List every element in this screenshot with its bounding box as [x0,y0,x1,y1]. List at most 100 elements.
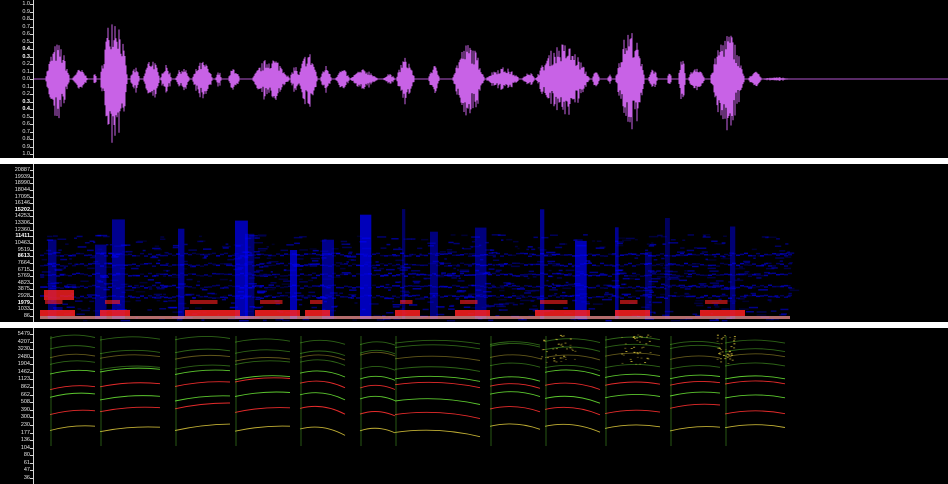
frequency-axis-label: 4823 [17,279,30,286]
harmonic-tracks [49,334,786,446]
frequency-axis-label: 1033 [17,306,30,313]
pitch-axis-label: 80 [23,452,30,459]
frequency-axis-tick [30,236,33,238]
amplitude-axis-label: 0.8 [22,16,30,22]
spectrogram-panel[interactable]: 20887 19939 18990 18044 17095 16146 15202 14253… [0,164,948,322]
frequency-axis-label: 13306 [14,220,30,227]
frequency-axis-tick [30,262,33,264]
pitch-axis-label: 508 [20,399,30,406]
amplitude-axis-label: 0.9 [22,8,30,15]
amplitude-axis-label: 0.7 [22,128,30,135]
frequency-axis-label: 9519 [17,246,30,253]
spectrogram-plot [40,209,800,322]
frequency-axis-label: 18044 [14,186,30,193]
pitch-axis-tick [30,387,33,389]
amplitude-axis-label: 0.3 [22,53,30,60]
amplitude-axis-label: 0.2 [22,91,30,97]
frequency-axis-tick [30,189,33,191]
frequency-axis-label: 14253 [14,213,30,220]
frequency-axis-label: 20887 [14,167,30,173]
waveform-panel[interactable]: 1.0 0.9 0.8 0.7 0.6 0.5 0.4 0.3 0.2 0.1 0.0 0.1 0.2 0… [0,0,948,158]
pitch-axis-label: 300 [20,414,30,421]
amplitude-axis-label: 0.8 [22,136,30,142]
frequency-axis-tick [30,170,33,171]
frequency-axis-tick [30,216,33,218]
frequency-axis-tick [30,269,33,271]
pitch-axis-tick [30,364,33,366]
frequency-axis-label: 86 [23,313,30,319]
amplitude-axis-label: 1.0 [22,1,30,7]
frequency-axis-tick [30,302,33,304]
frequency-axis-label: 18990 [14,180,30,187]
amplitude-axis-tick [30,64,33,65]
pitch-axis-tick [30,341,33,343]
frequency-axis-tick [30,276,33,278]
frequency-axis-label: 15202 [14,206,30,213]
pitch-axis-label: 36 [23,475,30,481]
pitch-axis-label: 61 [23,459,30,466]
pitch-axis-label: 4207 [17,338,30,345]
spectrogram-low-energy [40,290,790,319]
frequency-axis-tick [30,289,33,291]
amplitude-axis-label: 0.0 [22,76,30,82]
frequency-axis-label: 19939 [14,173,30,180]
frequency-axis-tick [30,282,33,284]
pitch-axis-label: 1904 [17,361,30,368]
frequency-axis-tick [30,256,33,258]
amplitude-axis-tick [30,79,33,80]
amplitude-axis-tick [30,71,33,73]
amplitude-axis-tick [30,19,33,20]
amplitude-axis-tick [30,139,33,140]
pitch-axis-label: 662 [20,391,30,398]
pitch-axis-tick [30,371,33,373]
amplitude-axis-tick [30,56,33,58]
frequency-axis-tick [30,309,33,311]
amplitude-axis-tick [30,34,33,35]
spectrogram-energy [40,209,800,322]
pitch-axis-label: 5479 [17,331,30,337]
amplitude-axis-label: 0.9 [22,143,30,150]
pitch-axis-tick [30,478,33,479]
pitch-axis-tick [30,379,33,381]
pitch-axis-tick [30,394,33,396]
frequency-axis-tick [30,223,33,225]
frequency-axis-label: 7664 [17,259,30,266]
frequency-axis-label: 1979 [17,299,30,306]
amplitude-axis-tick [30,109,33,110]
pitch-panel[interactable]: 5479 4207 3230 2480 1904 1462 1123 862 662 508 390… [0,328,948,484]
amplitude-axis-tick [30,101,33,103]
frequency-axis-tick [30,316,33,317]
amplitude-axis-tick [30,26,33,28]
amplitude-axis-label: 0.2 [22,61,30,67]
amplitude-axis-label: 1.0 [22,151,30,157]
amplitude-axis-label: 0.4 [22,106,30,112]
pitch-axis-label: 104 [20,444,30,451]
pitch-track-plot [49,334,786,446]
amplitude-axis-tick [30,154,33,155]
pitch-axis-tick [30,349,33,351]
amplitude-axis-label: 0.5 [22,113,30,120]
frequency-axis-label: 3875 [17,286,30,293]
amplitude-axis-label: 0.6 [22,31,30,37]
amplitude-axis-label: 0.3 [22,98,30,105]
pitch-axis-label: 47 [23,467,30,474]
frequency-axis-tick [30,243,33,244]
frequency-axis-label: 11411 [15,233,30,240]
pitch-axis-tick [30,356,33,358]
frequency-axis-label: 2928 [17,293,30,300]
frequency-axis-tick [30,196,33,198]
pitch-frequency-axis: 5479 4207 3230 2480 1904 1462 1123 862 662 508 390… [0,328,34,484]
amplitude-axis-tick [30,116,33,118]
amplitude-axis-label: 0.1 [22,68,30,75]
frequency-axis-label: 12360 [14,226,30,233]
amplitude-axis-tick [30,146,33,148]
amplitude-axis-label: 0.6 [22,121,30,127]
pitch-axis-tick [30,432,33,434]
amplitude-axis: 1.0 0.9 0.8 0.7 0.6 0.5 0.4 0.3 0.2 0.1 0.0 0.1 0.2 0… [0,0,34,158]
pitch-axis-label: 3230 [17,346,30,353]
pitch-axis-tick [30,402,33,404]
amplitude-axis-label: 0.5 [22,38,30,45]
pitch-axis-tick [30,470,33,472]
frequency-axis-tick [30,176,33,178]
pitch-axis-label: 862 [20,384,30,391]
